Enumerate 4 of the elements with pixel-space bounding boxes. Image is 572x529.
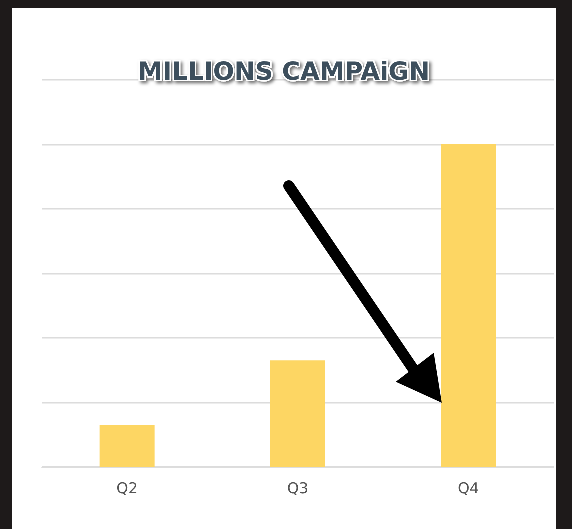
x-tick-label: Q4 [458,480,480,498]
x-tick-label: Q2 [116,480,138,498]
x-tick-label: Q3 [287,480,309,498]
chart-title: MILLIONS CAMPAiGN [138,57,430,86]
